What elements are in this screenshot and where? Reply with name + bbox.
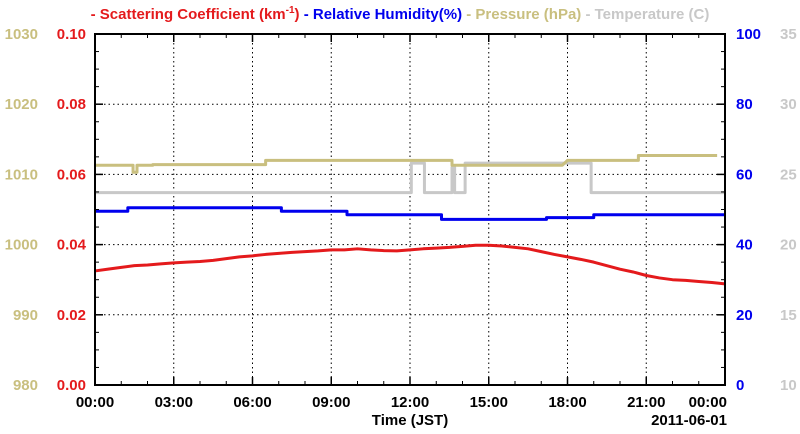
humidity-axis-tick-label: 80 bbox=[736, 96, 753, 113]
scattering-axis-tick-label: 0.10 bbox=[57, 26, 86, 43]
pressure-axis-tick-label: 1010 bbox=[5, 166, 38, 183]
x-tick-label: 09:00 bbox=[312, 394, 350, 411]
pressure-axis-tick-label: 1030 bbox=[5, 26, 38, 43]
humidity-axis-tick-label: 0 bbox=[736, 377, 744, 394]
series-line-scattering-coefficient bbox=[94, 243, 726, 286]
series-line-relative-humidity bbox=[95, 206, 725, 221]
pressure-axis-tick-label: 990 bbox=[13, 307, 38, 324]
temperature-axis-tick-label: 10 bbox=[780, 377, 797, 394]
x-tick-label: 00:00 bbox=[76, 394, 114, 411]
scattering-axis-tick-label: 0.08 bbox=[57, 96, 86, 113]
scattering-axis-tick-label: 0.02 bbox=[57, 307, 86, 324]
x-tick-label: 15:00 bbox=[470, 394, 508, 411]
x-tick-label: 00:00 bbox=[689, 394, 727, 411]
x-tick-label: 03:00 bbox=[155, 394, 193, 411]
series-layer bbox=[94, 153, 726, 286]
humidity-axis-tick-label: 100 bbox=[736, 26, 761, 43]
legend-line: - Scattering Coefficient (km-1) - Relati… bbox=[91, 5, 710, 23]
series-line-pressure bbox=[95, 153, 718, 174]
legend-entry: - Scattering Coefficient (km bbox=[91, 6, 286, 23]
scattering-axis-tick-label: 0.00 bbox=[57, 377, 86, 394]
pressure-axis-tick-label: 1000 bbox=[5, 237, 38, 254]
x-tick-label: 18:00 bbox=[548, 394, 586, 411]
legend-entry: - Pressure (hPa) bbox=[462, 6, 581, 23]
pressure-axis-tick-label: 1020 bbox=[5, 96, 38, 113]
axes: 00:00 03:00 06:00 09:00 12:00 15:00 18:00 21:00… bbox=[5, 26, 797, 411]
legend-entry-superscript: -1 bbox=[286, 5, 295, 16]
temperature-axis-tick-label: 20 bbox=[780, 237, 797, 254]
temperature-axis-tick-label: 15 bbox=[780, 307, 797, 324]
temperature-axis-tick-label: 35 bbox=[780, 26, 797, 43]
legend: - Scattering Coefficient (km-1) - Relati… bbox=[91, 5, 710, 23]
pressure-axis-tick-label: 980 bbox=[13, 377, 38, 394]
legend-entry-suffix: ) bbox=[295, 6, 300, 23]
humidity-axis-tick-label: 20 bbox=[736, 307, 753, 324]
date-label: 2011-06-01 bbox=[651, 412, 727, 429]
scattering-axis-tick-label: 0.04 bbox=[57, 237, 87, 254]
x-tick-label: 21:00 bbox=[627, 394, 665, 411]
series-line-temperature bbox=[95, 161, 725, 195]
x-tick-label: 12:00 bbox=[391, 394, 429, 411]
x-tick-label: 06:00 bbox=[233, 394, 271, 411]
temperature-axis-tick-label: 25 bbox=[780, 166, 797, 183]
temperature-axis-tick-label: 30 bbox=[780, 96, 797, 113]
x-axis-label: Time (JST) bbox=[372, 412, 448, 429]
legend-entry: - Temperature (C) bbox=[581, 6, 709, 23]
scattering-axis-tick-label: 0.06 bbox=[57, 166, 86, 183]
humidity-axis-tick-label: 40 bbox=[736, 237, 753, 254]
legend-entry: - Relative Humidity(%) bbox=[300, 6, 463, 23]
humidity-axis-tick-label: 60 bbox=[736, 166, 753, 183]
grid bbox=[95, 34, 725, 385]
